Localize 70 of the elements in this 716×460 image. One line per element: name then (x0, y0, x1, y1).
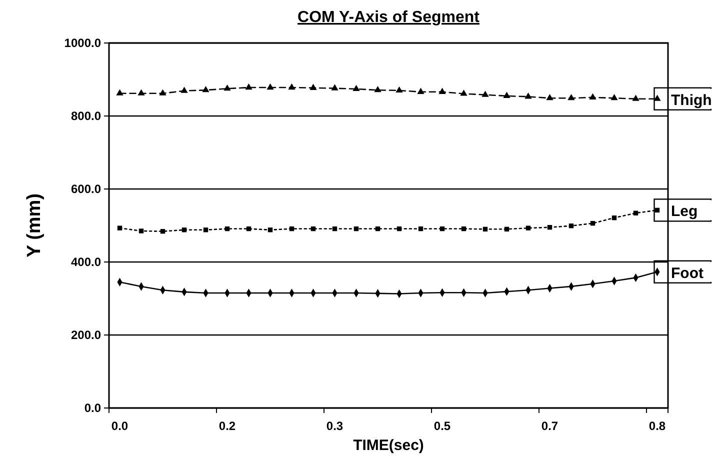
point (654, 94, 661, 101)
series-label: Thigh (671, 92, 712, 109)
point (246, 226, 252, 232)
point (632, 94, 640, 101)
point (310, 226, 316, 232)
point (160, 228, 166, 234)
point (138, 228, 144, 234)
point (589, 93, 596, 100)
point (331, 84, 338, 90)
point (526, 226, 531, 230)
point (354, 226, 359, 232)
point (116, 89, 124, 96)
y-tick-label: 600.0 (70, 182, 102, 196)
point (289, 226, 294, 232)
point (374, 86, 382, 92)
point (482, 90, 489, 97)
point (417, 88, 424, 94)
point (266, 83, 274, 90)
point (288, 83, 296, 90)
point (612, 215, 617, 220)
point (524, 92, 532, 99)
point (568, 224, 574, 228)
point (224, 84, 231, 91)
point (460, 90, 468, 96)
y-tick-label: 400.0 (70, 255, 102, 269)
point (590, 220, 596, 226)
point (375, 226, 380, 232)
point (182, 228, 187, 232)
point (568, 94, 575, 100)
point (352, 84, 360, 92)
x-tick-label: 0.5 (434, 419, 451, 433)
point (438, 88, 446, 94)
chart-title: COM Y-Axis of Segment (298, 9, 480, 26)
point (503, 92, 510, 98)
point (547, 224, 552, 230)
point (504, 226, 510, 232)
y-tick-label: 200.0 (70, 328, 102, 342)
x-tick-label: 0.7 (541, 419, 558, 433)
point (159, 89, 166, 96)
point (396, 226, 402, 232)
point (418, 226, 424, 232)
x-tick-label: 0.2 (218, 419, 236, 433)
series-label: Leg (671, 203, 698, 220)
point (203, 228, 208, 232)
point (202, 86, 210, 92)
point (633, 210, 638, 216)
x-tick-label: 0.0 (111, 419, 128, 433)
y-axis-title: Y (mm) (24, 193, 45, 258)
point (224, 226, 230, 232)
point (440, 226, 445, 232)
y-tick-label: 1000.0 (64, 36, 102, 50)
point (396, 86, 403, 93)
point (546, 94, 554, 100)
series-label: Foot (671, 264, 704, 282)
point (245, 83, 252, 90)
point (482, 226, 488, 232)
y-tick-label: 800.0 (70, 109, 102, 123)
point (310, 84, 317, 90)
point (461, 226, 466, 232)
point (654, 208, 660, 213)
point (138, 89, 145, 96)
x-tick-label: 0.3 (326, 419, 344, 433)
point (117, 226, 122, 230)
y-tick-label: 0.0 (84, 401, 102, 415)
point (332, 226, 338, 232)
x-tick-label: 0.8 (648, 419, 666, 433)
point (268, 228, 273, 232)
point (180, 86, 188, 93)
x-axis-title: TIME(sec) (353, 437, 424, 454)
point (610, 94, 618, 100)
